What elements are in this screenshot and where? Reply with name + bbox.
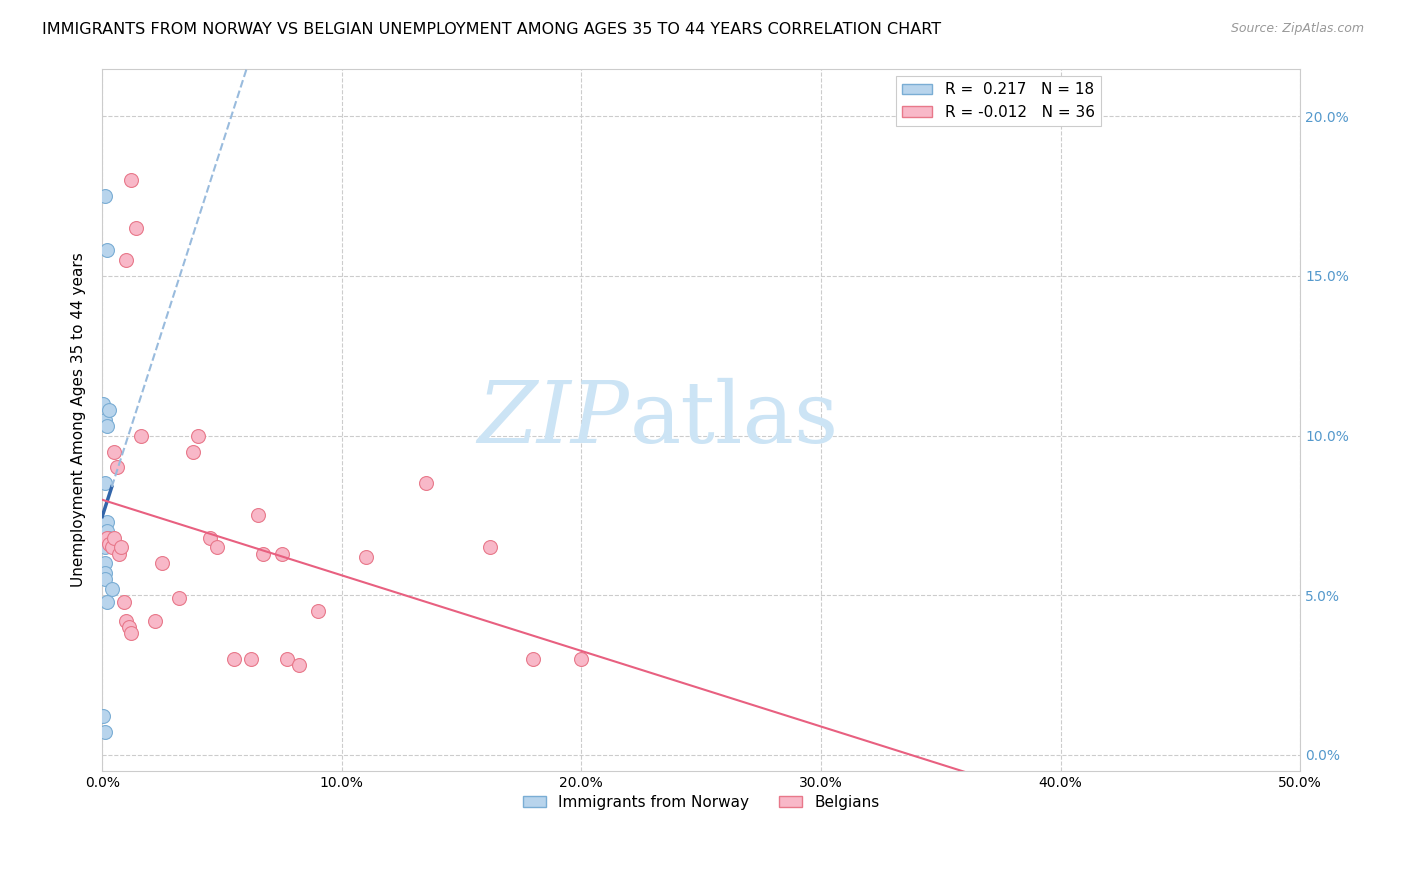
Point — [187, 428, 209, 442]
Point — [103, 531, 125, 545]
Point — [143, 614, 166, 628]
Point — [115, 614, 138, 628]
Point — [93, 397, 115, 411]
Point — [120, 626, 142, 640]
Text: IMMIGRANTS FROM NORWAY VS BELGIAN UNEMPLOYMENT AMONG AGES 35 TO 44 YEARS CORRELA: IMMIGRANTS FROM NORWAY VS BELGIAN UNEMPL… — [42, 22, 941, 37]
Point — [96, 594, 118, 608]
Point — [115, 253, 138, 268]
Point — [129, 428, 152, 442]
Point — [239, 652, 262, 666]
Point — [222, 652, 245, 666]
Text: ZIP: ZIP — [478, 378, 630, 461]
Point — [101, 541, 124, 555]
Point — [120, 173, 142, 187]
Point — [93, 412, 115, 426]
Point — [205, 541, 228, 555]
Point — [98, 403, 121, 417]
Text: atlas: atlas — [630, 378, 838, 461]
Point — [93, 572, 115, 586]
Point — [101, 582, 124, 596]
Point — [246, 508, 269, 523]
Point — [150, 556, 173, 570]
Point — [96, 419, 118, 434]
Point — [569, 652, 592, 666]
Legend: Immigrants from Norway, Belgians: Immigrants from Norway, Belgians — [516, 789, 886, 815]
Point — [287, 658, 309, 673]
Point — [93, 476, 115, 491]
Point — [98, 537, 121, 551]
Point — [93, 556, 115, 570]
Point — [522, 652, 544, 666]
Point — [93, 541, 115, 555]
Point — [270, 547, 292, 561]
Point — [110, 541, 132, 555]
Point — [125, 221, 148, 235]
Point — [276, 652, 298, 666]
Point — [96, 515, 118, 529]
Point — [93, 725, 115, 739]
Point — [108, 547, 131, 561]
Point — [96, 524, 118, 539]
Text: Source: ZipAtlas.com: Source: ZipAtlas.com — [1230, 22, 1364, 36]
Point — [103, 444, 125, 458]
Point — [105, 460, 128, 475]
Point — [307, 604, 329, 618]
Point — [479, 541, 502, 555]
Point — [96, 531, 118, 545]
Point — [252, 547, 274, 561]
Point — [167, 591, 190, 606]
Point — [93, 566, 115, 580]
Point — [354, 549, 377, 564]
Point — [181, 444, 204, 458]
Point — [415, 476, 437, 491]
Point — [117, 620, 139, 634]
Point — [112, 594, 135, 608]
Point — [98, 531, 121, 545]
Point — [96, 244, 118, 258]
Point — [93, 189, 115, 203]
Point — [198, 531, 221, 545]
Point — [93, 709, 115, 723]
Y-axis label: Unemployment Among Ages 35 to 44 years: Unemployment Among Ages 35 to 44 years — [72, 252, 86, 587]
